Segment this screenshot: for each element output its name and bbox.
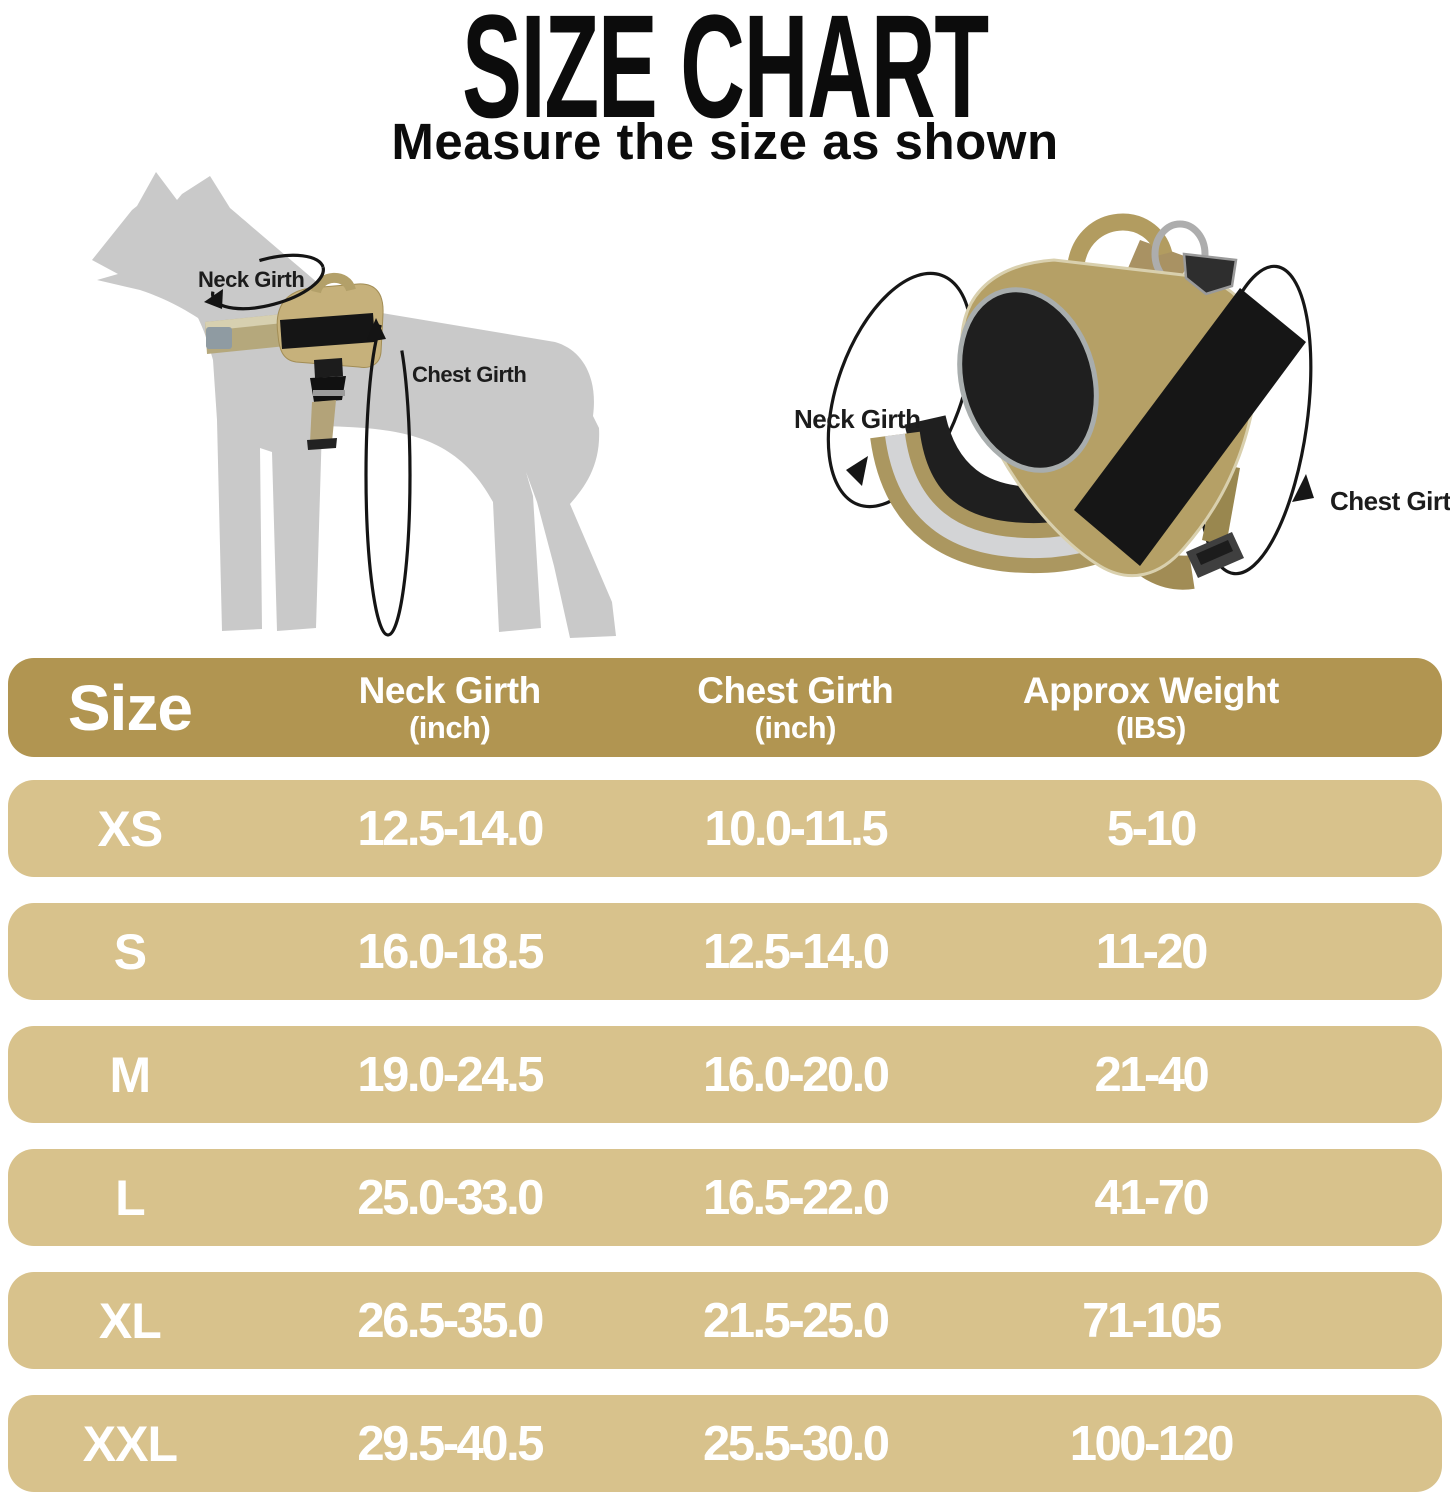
table-header: Size Neck Girth (inch) Chest Girth (inch… <box>8 658 1442 757</box>
chest-cell: 25.5-30.0 <box>702 1416 890 1471</box>
dog-chest-arrowhead-icon <box>366 318 386 342</box>
size-cell: XS <box>97 800 164 857</box>
header-neck-girth: Neck Girth (inch) <box>358 669 542 745</box>
chest-cell: 12.5-14.0 <box>702 924 890 979</box>
header-chest-girth: Chest Girth (inch) <box>697 669 894 745</box>
harness-chest-girth-label: Chest Girth <box>1330 486 1450 516</box>
chest-cell: 21.5-25.0 <box>702 1293 890 1348</box>
size-cell: S <box>113 923 147 980</box>
header-approx-weight: Approx Weight (IBS) <box>1022 669 1279 745</box>
chest-cell: 16.5-22.0 <box>702 1170 890 1225</box>
table-row: S 16.0-18.5 12.5-14.0 11-20 <box>8 903 1442 1000</box>
weight-cell: 21-40 <box>1094 1047 1209 1102</box>
header-size: Size <box>67 671 193 744</box>
weight-cell: 71-105 <box>1082 1293 1222 1348</box>
page-title: SIZE CHART <box>462 0 989 149</box>
weight-cell: 41-70 <box>1094 1170 1209 1225</box>
neck-cell: 19.0-24.5 <box>357 1047 544 1102</box>
dog-chest-girth-label: Chest Girth <box>412 362 526 387</box>
dog-harness-illustration <box>205 272 384 450</box>
harness-neck-girth-ellipse <box>826 271 974 509</box>
badge-patch-icon <box>1182 252 1238 296</box>
size-cell: M <box>109 1046 152 1103</box>
table-row: XXL 29.5-40.5 25.5-30.0 100-120 <box>8 1395 1442 1492</box>
table-row: XS 12.5-14.0 10.0-11.5 5-10 <box>8 780 1442 877</box>
harness-neck-girth-label: Neck Girth <box>794 404 921 434</box>
weight-cell: 5-10 <box>1106 801 1198 856</box>
table-row: M 19.0-24.5 16.0-20.0 21-40 <box>8 1026 1442 1123</box>
table-row: XL 26.5-35.0 21.5-25.0 71-105 <box>8 1272 1442 1369</box>
neck-cell: 26.5-35.0 <box>357 1293 544 1348</box>
dog-measurement-diagram: Neck Girth Chest Girth <box>92 172 616 638</box>
table-row: L 25.0-33.0 16.5-22.0 41-70 <box>8 1149 1442 1246</box>
harness-measurement-diagram: Neck Girth Chest Girth <box>794 213 1450 590</box>
dog-silhouette-shape <box>92 172 616 638</box>
dog-neck-arrowhead-icon <box>204 289 223 309</box>
size-cell: XXL <box>82 1415 178 1472</box>
harness-illustration <box>870 213 1306 590</box>
neck-cell: 29.5-40.5 <box>357 1416 544 1471</box>
harness-neck-arrowhead-icon <box>846 456 868 486</box>
neck-cell: 25.0-33.0 <box>357 1170 544 1225</box>
chest-cell: 16.0-20.0 <box>702 1047 890 1102</box>
harness-chest-arrowhead-icon <box>1292 474 1314 502</box>
dog-chest-girth-ellipse <box>364 313 412 637</box>
dog-neck-girth-label: Neck Girth <box>198 267 304 292</box>
size-cell: XL <box>98 1292 162 1349</box>
neck-cell: 12.5-14.0 <box>357 801 544 856</box>
neck-cell: 16.0-18.5 <box>357 924 544 979</box>
weight-cell: 11-20 <box>1095 924 1209 979</box>
weight-cell: 100-120 <box>1069 1416 1235 1471</box>
page-subtitle: Measure the size as shown <box>391 113 1059 170</box>
size-cell: L <box>115 1169 146 1226</box>
chest-cell: 10.0-11.5 <box>704 801 888 856</box>
